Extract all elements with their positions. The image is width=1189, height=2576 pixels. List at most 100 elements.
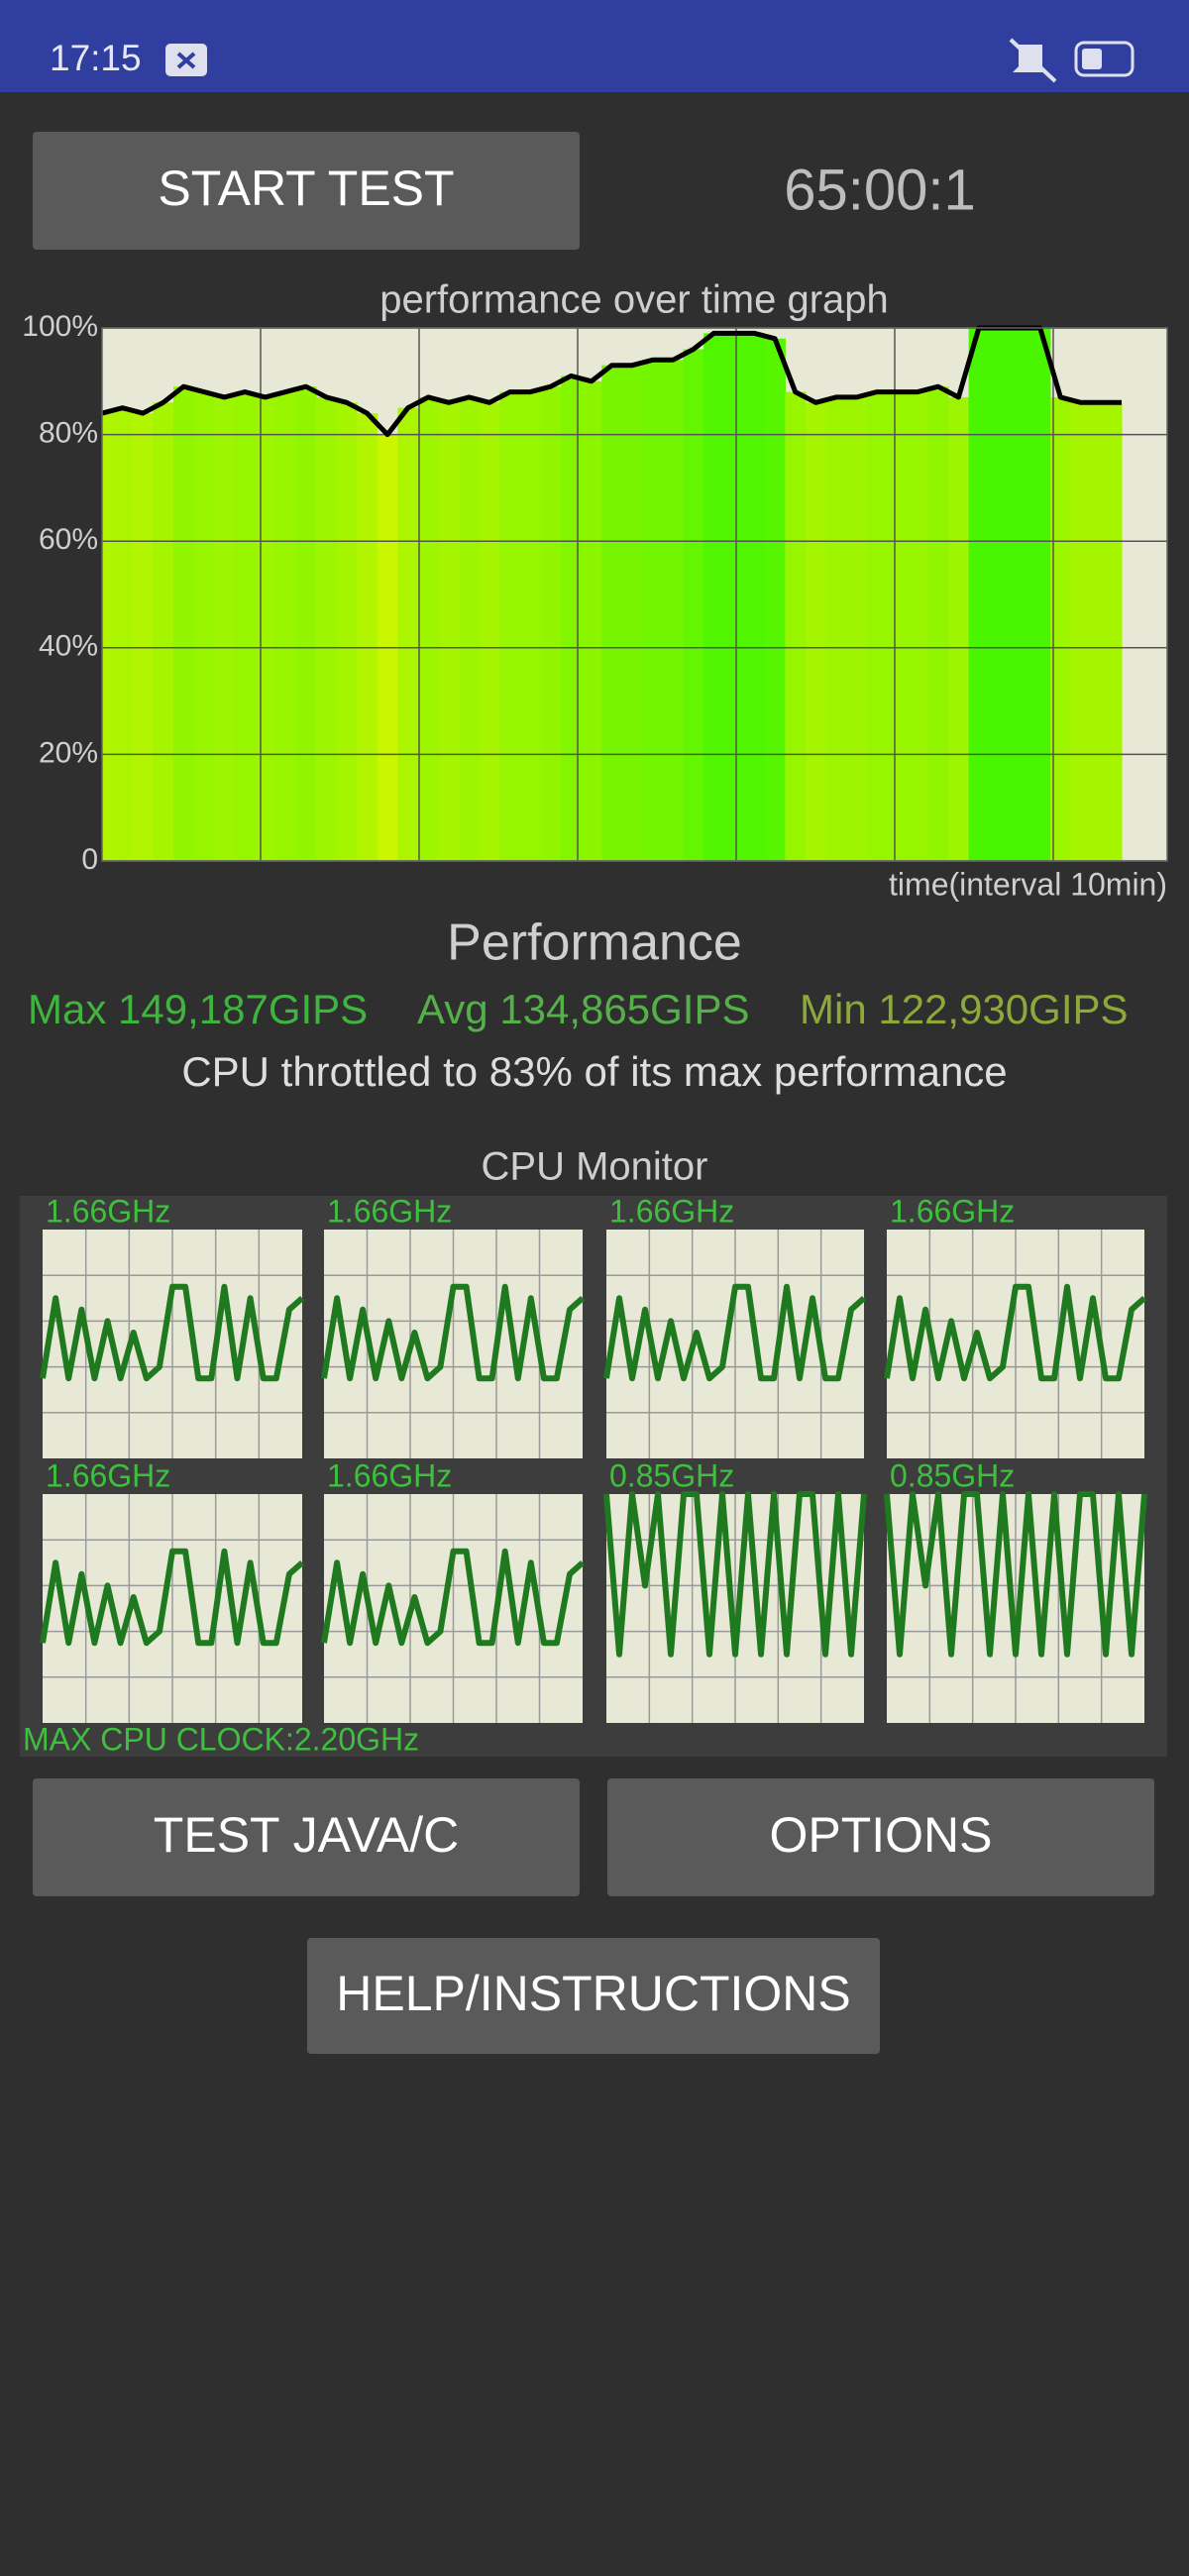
mute-icon-slash xyxy=(1009,38,1057,83)
performance-column xyxy=(561,376,583,861)
performance-heading: Performance xyxy=(447,914,742,972)
performance-column xyxy=(102,413,113,861)
performance-column xyxy=(214,396,236,861)
core-load-line xyxy=(40,1283,304,1382)
performance-column xyxy=(581,380,602,861)
performance-column xyxy=(132,413,154,861)
plot: 0 20% 40% 60% 80% 100% xyxy=(22,310,1168,876)
button-bg[interactable] xyxy=(33,1778,580,1896)
performance-column xyxy=(417,396,440,861)
test-java-button[interactable]: TEST JAVA/C xyxy=(33,1778,580,1896)
performance-column xyxy=(1029,328,1051,861)
core-load-line xyxy=(884,1491,1147,1658)
performance-column xyxy=(459,396,481,861)
performance-column xyxy=(234,391,256,861)
button-label[interactable]: HELP/INSTRUCTIONS xyxy=(336,1966,851,2021)
performance-column xyxy=(703,333,725,861)
performance-column xyxy=(1091,402,1113,861)
max-cpu-clock: MAX CPU CLOCK:2.20GHz xyxy=(23,1721,419,1757)
button-bg[interactable] xyxy=(607,1778,1154,1896)
performance-column xyxy=(397,407,419,861)
timer: 65:00:1 xyxy=(784,158,976,222)
performance-column xyxy=(316,396,338,861)
throttle-message: CPU throttled to 83% of its max performa… xyxy=(181,1048,1007,1095)
button-bg[interactable] xyxy=(307,1938,880,2054)
performance-column xyxy=(519,391,541,861)
start-test-button[interactable]: START TEST xyxy=(33,132,580,250)
core-frequency: 1.66GHz xyxy=(609,1193,734,1229)
performance-column xyxy=(764,338,786,861)
battery-level xyxy=(1082,49,1102,69)
core-load-line xyxy=(321,1283,585,1382)
performance-column xyxy=(336,402,358,861)
performance-column xyxy=(846,396,868,861)
button-bg[interactable] xyxy=(33,132,580,250)
chart-title: performance over time graph xyxy=(379,278,889,322)
button-label[interactable]: START TEST xyxy=(158,161,454,216)
performance-column xyxy=(723,333,745,861)
performance-column xyxy=(357,413,378,861)
core-load-line xyxy=(884,1283,1146,1382)
core-frequency: 1.66GHz xyxy=(46,1457,170,1493)
performance-column xyxy=(479,402,500,861)
performance-column xyxy=(907,391,928,861)
performance-column xyxy=(927,386,949,861)
performance-column xyxy=(806,402,827,861)
y-tick-label: 80% xyxy=(39,417,98,450)
performance-column xyxy=(642,360,664,861)
button-label[interactable]: TEST JAVA/C xyxy=(154,1807,459,1863)
max-performance: Max 149,187GIPS xyxy=(28,986,368,1032)
performance-column xyxy=(683,349,704,861)
avg-performance: Avg 134,865GIPS xyxy=(417,986,749,1032)
core-load-line xyxy=(40,1548,304,1647)
help-button[interactable]: HELP/INSTRUCTIONS xyxy=(307,1938,880,2054)
performance-column xyxy=(825,396,847,861)
performance-column xyxy=(1049,396,1072,861)
performance-column xyxy=(193,391,215,861)
y-tick-label: 100% xyxy=(22,310,98,343)
performance-column xyxy=(1009,328,1030,861)
performance-column xyxy=(887,391,909,861)
performance-column xyxy=(540,386,562,861)
x-axis-label: time(interval 10min) xyxy=(889,866,1167,902)
performance-column xyxy=(968,328,990,861)
y-tick-label: 60% xyxy=(39,523,98,556)
performance-column xyxy=(744,333,766,861)
plot-border xyxy=(101,327,1168,862)
performance-column xyxy=(601,365,623,861)
core-frequency: 1.66GHz xyxy=(327,1193,452,1229)
status-time: 17:15 xyxy=(50,38,142,78)
core-load-line xyxy=(603,1491,867,1658)
performance-column xyxy=(662,360,685,861)
cpu-cores: 1.66GHz 1.66GHz 1.66GHz 1.66GHz 1.66GHz 1.66G… xyxy=(40,1193,1147,1723)
performance-column xyxy=(274,391,297,861)
core-frequency: 1.66GHz xyxy=(46,1193,170,1229)
performance-line xyxy=(101,325,1122,438)
performance-column xyxy=(153,402,174,861)
performance-column xyxy=(948,396,970,861)
core-load-line xyxy=(321,1548,585,1647)
core-frequency: 0.85GHz xyxy=(890,1457,1015,1493)
performance-column xyxy=(785,391,807,861)
performance-column xyxy=(173,386,195,861)
options-button[interactable]: OPTIONS xyxy=(607,1778,1154,1896)
performance-column xyxy=(255,396,276,861)
y-tick-label: 40% xyxy=(39,630,98,663)
cpu-monitor-title: CPU Monitor xyxy=(482,1145,708,1189)
performance-column xyxy=(438,402,460,861)
performance-column xyxy=(295,386,317,861)
performance-column xyxy=(1111,402,1123,861)
performance-column xyxy=(989,328,1011,861)
min-performance: Min 122,930GIPS xyxy=(800,986,1129,1032)
core-frequency: 0.85GHz xyxy=(609,1457,734,1493)
performance-column xyxy=(1070,402,1092,861)
battery-icon xyxy=(1074,41,1135,77)
core-frequency: 1.66GHz xyxy=(327,1457,452,1493)
button-label[interactable]: OPTIONS xyxy=(769,1807,992,1863)
core-load-line xyxy=(603,1283,866,1382)
y-tick-label: 20% xyxy=(39,736,98,769)
performance-column xyxy=(499,391,521,861)
notification-icon-mark xyxy=(176,52,196,69)
